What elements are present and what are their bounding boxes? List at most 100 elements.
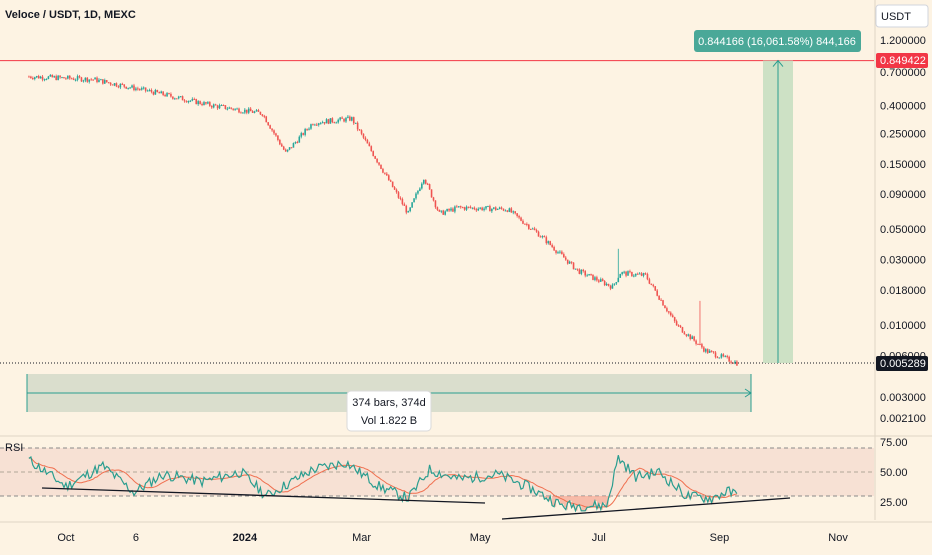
rsi-trendline-bullish[interactable] — [501, 497, 791, 520]
candle — [623, 270, 625, 274]
rsi-line — [28, 455, 738, 513]
candle — [428, 183, 431, 190]
candle-body — [199, 101, 201, 104]
candle — [164, 93, 166, 97]
candle — [605, 282, 608, 286]
candle — [559, 250, 561, 254]
candle — [214, 103, 217, 106]
candle — [84, 77, 87, 83]
candle — [154, 88, 157, 95]
time-axis[interactable]: Oct 6 2024 Mar May Jul Sep Nov — [0, 521, 932, 544]
candle — [578, 268, 581, 275]
candle-body — [405, 205, 408, 213]
candle — [510, 207, 513, 213]
candle — [736, 360, 738, 367]
candle-body — [547, 241, 550, 244]
candle-body — [137, 88, 139, 90]
candle-body — [43, 79, 46, 81]
candle-body — [175, 98, 178, 100]
candle — [111, 84, 114, 86]
price-tick-3: 0.250000 — [880, 128, 926, 140]
candle-body — [349, 116, 351, 121]
candle-body — [74, 79, 77, 81]
candle-body — [319, 123, 322, 125]
candle — [329, 118, 332, 124]
candle — [323, 122, 326, 125]
candle — [152, 91, 155, 96]
candle — [139, 88, 141, 91]
candle — [191, 97, 194, 102]
candle — [33, 76, 36, 81]
candle — [314, 123, 316, 126]
candle — [463, 206, 466, 211]
candle-body — [96, 77, 98, 83]
candle — [300, 131, 303, 139]
date-range-measure[interactable]: 374 bars, 374d Vol 1.822 B — [26, 374, 752, 432]
candle — [512, 210, 515, 215]
candle-body — [187, 100, 190, 103]
candle-body — [411, 202, 413, 208]
candle — [168, 92, 170, 95]
candle — [430, 189, 433, 198]
candle-body — [588, 274, 590, 276]
currency-button[interactable] — [875, 4, 929, 28]
candle-body — [625, 271, 627, 276]
candle — [325, 118, 328, 124]
candle — [292, 142, 295, 148]
candle-body — [288, 147, 291, 150]
candle-body — [214, 104, 217, 106]
candle-body — [539, 236, 542, 238]
candle — [691, 335, 693, 340]
candle-body — [541, 236, 544, 238]
candle-body — [356, 122, 359, 130]
candle-body — [107, 82, 110, 84]
candle-body — [115, 83, 118, 87]
candle-body — [442, 210, 445, 215]
candle — [514, 211, 516, 215]
candle — [502, 208, 505, 212]
candle-body — [86, 77, 89, 82]
candle — [135, 86, 137, 92]
candle-body — [580, 269, 583, 274]
candle — [483, 206, 485, 212]
rsi-legend: RSI — [5, 442, 23, 454]
candle — [391, 181, 394, 188]
candle — [454, 205, 456, 214]
range-volume-label: Vol 1.822 B — [361, 415, 417, 427]
candle-body — [144, 87, 147, 91]
candle — [658, 295, 660, 301]
candle — [238, 107, 240, 114]
price-axis[interactable]: 1.200000 0.700000 0.400000 0.250000 0.150000… — [874, 0, 928, 520]
candle — [317, 122, 320, 127]
candle — [28, 75, 30, 78]
long-position-measure[interactable]: 0.844166 (16,061.58%) 844,166 — [694, 30, 861, 363]
candle — [500, 206, 503, 210]
candle-body — [39, 76, 42, 79]
candle — [265, 115, 268, 123]
candle — [358, 129, 361, 131]
candle-body — [277, 135, 279, 140]
price-tick-7: 0.030000 — [880, 255, 926, 267]
candle-body — [487, 206, 489, 208]
candle-body — [123, 84, 126, 87]
candle — [294, 141, 297, 145]
candle-body — [450, 208, 452, 211]
candle — [642, 272, 645, 278]
rsi-ma-line — [28, 457, 737, 509]
candle — [547, 240, 550, 245]
candle-body — [687, 334, 690, 336]
candle — [92, 79, 94, 81]
candle — [716, 356, 719, 359]
candle-body — [168, 93, 170, 95]
candle-body — [37, 76, 40, 79]
candle — [734, 359, 736, 365]
rsi-pane[interactable]: RSI 75.00 50.00 25.00 — [0, 437, 908, 520]
price-pane[interactable]: 0.844166 (16,061.58%) 844,166 374 bars, … — [0, 30, 874, 432]
candle-body — [677, 325, 680, 327]
candle-body — [498, 207, 501, 209]
candle — [123, 84, 126, 89]
candle — [207, 101, 209, 105]
rsi-trendline-bearish[interactable] — [41, 487, 486, 504]
candle — [90, 77, 92, 81]
price-tick-5: 0.090000 — [880, 189, 926, 201]
